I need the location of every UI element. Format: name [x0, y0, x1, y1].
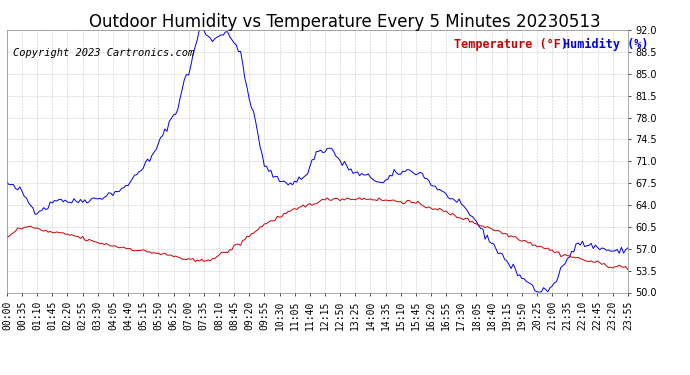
Text: Outdoor Humidity vs Temperature Every 5 Minutes 20230513: Outdoor Humidity vs Temperature Every 5 …	[89, 13, 601, 31]
Text: Humidity (%): Humidity (%)	[562, 38, 648, 51]
Text: Temperature (°F): Temperature (°F)	[454, 38, 568, 51]
Text: Copyright 2023 Cartronics.com: Copyright 2023 Cartronics.com	[13, 48, 195, 58]
